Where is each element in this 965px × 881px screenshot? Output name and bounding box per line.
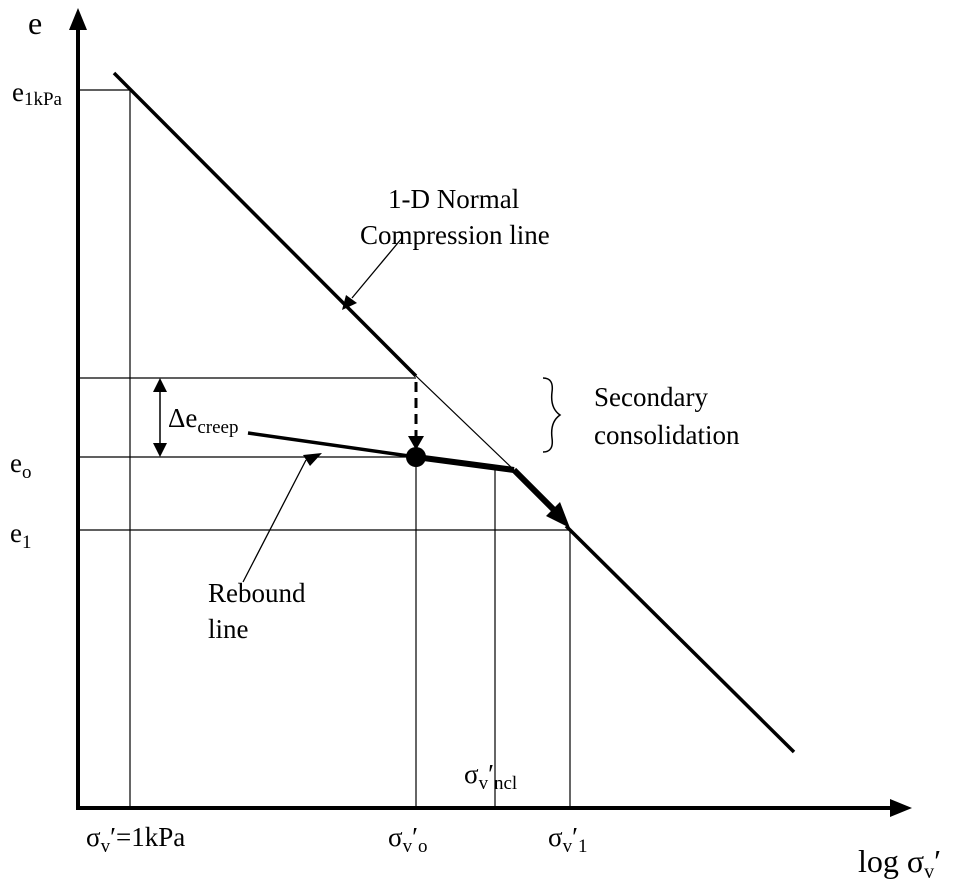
tick-sigma-1: σv′1: [548, 822, 587, 857]
secondary-annotation-line2: consolidation: [594, 420, 740, 450]
delta-e-creep-label: Δecreep: [168, 403, 239, 438]
tick-sigma-o: σv′o: [388, 822, 427, 857]
tick-eo: eo: [10, 448, 31, 483]
tick-sigma-ncl: σv′ncl: [464, 759, 517, 794]
normal-compression-line-upper: [112, 71, 418, 378]
tick-sigma-1kpa: σv′=1kPa: [86, 822, 185, 857]
ncl-thin-extension: [415, 375, 515, 471]
tick-e1kpa: e1kPa: [12, 77, 63, 110]
ncl-annotation-line2: Compression line: [360, 220, 550, 250]
ncl-leader-arrowhead: [342, 295, 357, 310]
ncl-leader-line: [351, 237, 403, 299]
tick-e1: e1: [10, 518, 31, 553]
delta-arrow-bottom: [153, 443, 167, 457]
reload-path-to-ncl: [511, 467, 561, 517]
secondary-brace: [542, 377, 562, 453]
x-axis-arrowhead: [890, 799, 912, 817]
ncl-annotation-line1: 1-D Normal: [388, 184, 519, 214]
rebound-leader-line: [242, 459, 307, 583]
rebound-annotation-line1: Rebound: [208, 578, 306, 608]
reload-path-segment: [415, 454, 515, 473]
y-axis-arrowhead: [69, 8, 87, 30]
y-axis-label: e: [28, 5, 42, 41]
rebound-annotation-line2: line: [208, 614, 249, 644]
rebound-leader-arrowhead: [303, 453, 322, 466]
secondary-annotation-line1: Secondary: [594, 382, 708, 412]
rebound-line: [247, 431, 417, 459]
normal-compression-line-lower: [564, 524, 796, 754]
current-state-point: [406, 447, 426, 467]
x-axis-label: log σv′: [858, 843, 941, 881]
creep-arrowhead: [408, 436, 424, 450]
reload-arrowhead: [546, 502, 570, 528]
delta-arrow-top: [153, 378, 167, 392]
